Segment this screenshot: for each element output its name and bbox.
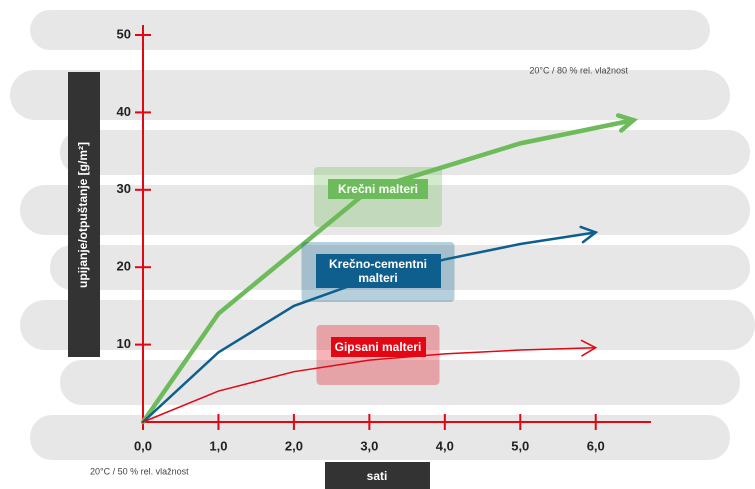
x-tick-label: 5,0 bbox=[511, 438, 529, 453]
y-tick-label: 30 bbox=[117, 181, 131, 196]
y-tick-label: 20 bbox=[117, 259, 131, 274]
x-tick-label: 6,0 bbox=[587, 438, 605, 453]
series-label: Gipsani malteri bbox=[330, 337, 426, 357]
y-label-box bbox=[68, 72, 100, 357]
x-tick-label: 3,0 bbox=[360, 438, 378, 453]
y-tick-label: 40 bbox=[117, 104, 131, 119]
arrow-head bbox=[615, 113, 639, 133]
annotation: 20°C / 80 % rel. vlažnost bbox=[529, 65, 628, 75]
line bbox=[142, 346, 597, 423]
arrow-head bbox=[580, 339, 598, 357]
x-label-box bbox=[325, 462, 430, 489]
background-scribble bbox=[10, 10, 755, 460]
y-tick-label: 50 bbox=[117, 26, 131, 41]
x-tick-label: 2,0 bbox=[285, 438, 303, 453]
x-tick-label: 1,0 bbox=[209, 438, 227, 453]
x-axis-label: sati bbox=[367, 469, 388, 483]
x-tick-label: 4,0 bbox=[436, 438, 454, 453]
line bbox=[140, 117, 636, 425]
arrow-head bbox=[579, 225, 599, 244]
x-tick-label: 0,0 bbox=[134, 438, 152, 453]
y-tick-label: 10 bbox=[117, 336, 131, 351]
annotation: 20°C / 50 % rel. vlažnost bbox=[90, 466, 189, 476]
series-label: Krečni malteri bbox=[328, 179, 428, 199]
series-label: Krečno-cementni malteri bbox=[315, 254, 441, 288]
y-axis-label: upijanje/otpuštanje [g/m²] bbox=[76, 142, 90, 288]
